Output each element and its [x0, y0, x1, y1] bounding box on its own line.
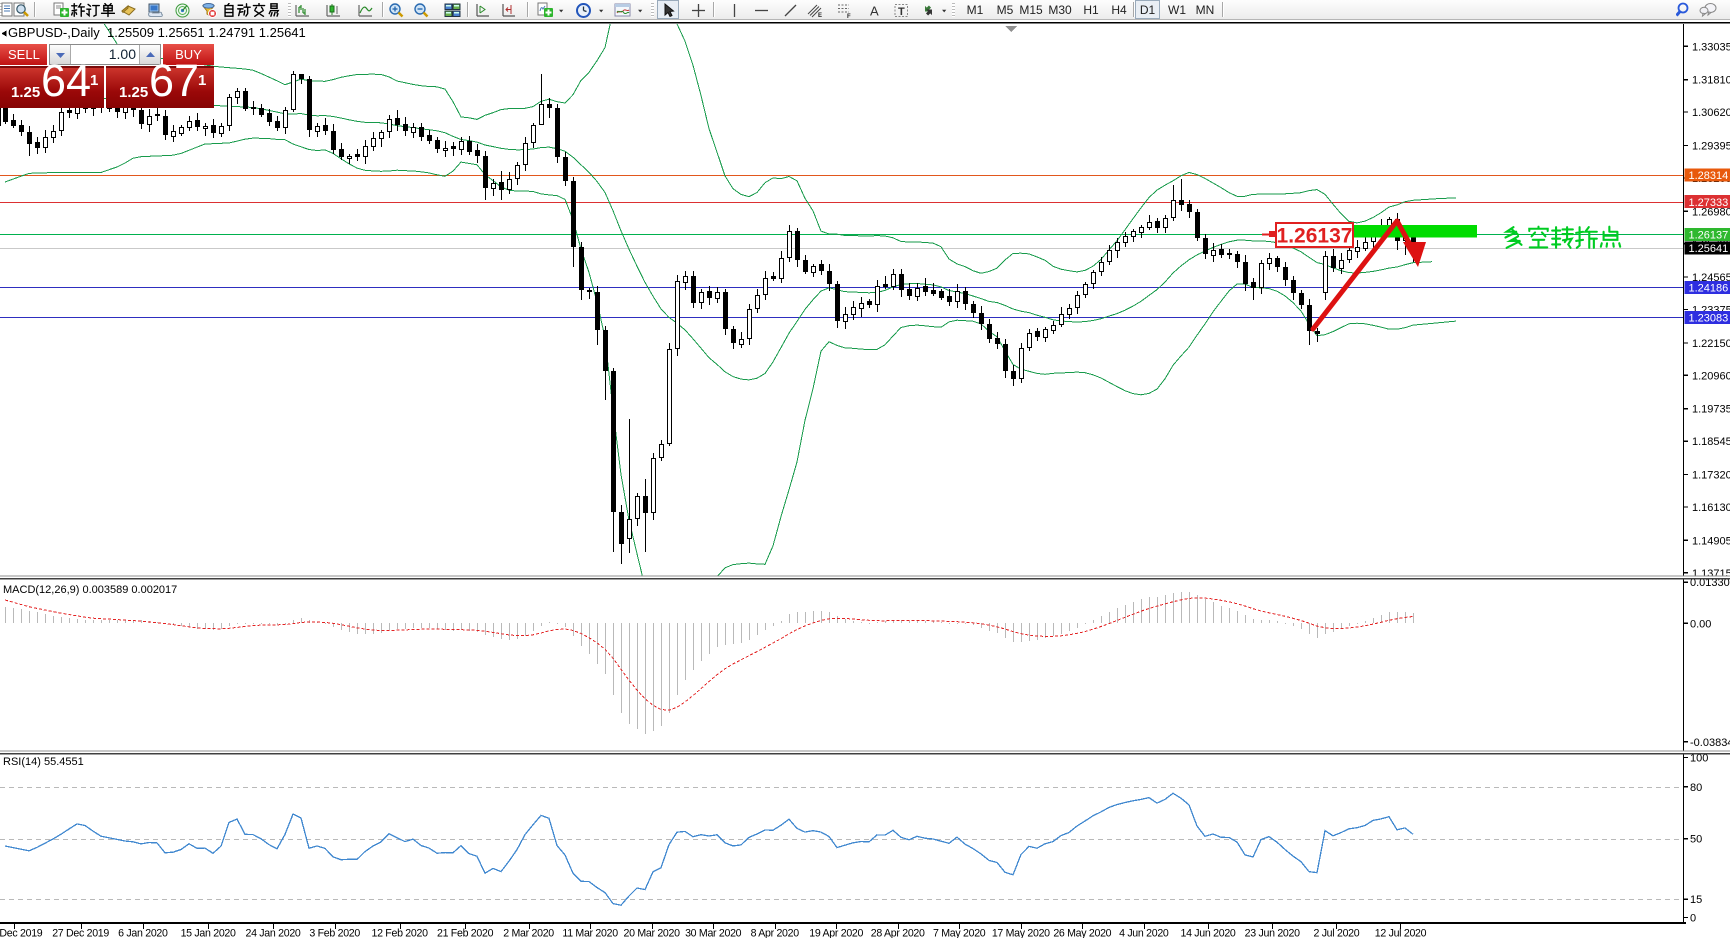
svg-text:1.27333: 1.27333: [1689, 197, 1729, 209]
svg-text:T: T: [898, 6, 905, 18]
svg-text:F: F: [847, 14, 851, 19]
svg-text:12 Jul 2020: 12 Jul 2020: [1375, 928, 1427, 938]
svg-text:1.25641: 1.25641: [1689, 243, 1729, 255]
svg-text:RSI(14) 55.4551: RSI(14) 55.4551: [3, 756, 84, 768]
svg-text:1.26137: 1.26137: [1277, 225, 1353, 248]
svg-text:1.24186: 1.24186: [1689, 283, 1729, 295]
svg-text:1.26137: 1.26137: [1689, 230, 1729, 242]
svg-text:6 Jan 2020: 6 Jan 2020: [118, 928, 168, 938]
svg-text:A: A: [870, 4, 879, 19]
svg-text:18 Dec 2019: 18 Dec 2019: [0, 928, 43, 938]
svg-text:1.19735: 1.19735: [1692, 404, 1730, 416]
svg-text:20 Mar 2020: 20 Mar 2020: [624, 928, 681, 938]
svg-text:24 Jan 2020: 24 Jan 2020: [245, 928, 300, 938]
svg-text:21 Feb 2020: 21 Feb 2020: [437, 928, 494, 938]
svg-text:1.16130: 1.16130: [1692, 502, 1730, 514]
svg-text:1.22150: 1.22150: [1692, 338, 1730, 350]
svg-text:MACD(12,26,9) 0.003589 0.00201: MACD(12,26,9) 0.003589 0.002017: [3, 584, 177, 596]
svg-text:1.23083: 1.23083: [1689, 313, 1729, 325]
svg-text:2 Mar 2020: 2 Mar 2020: [503, 928, 554, 938]
svg-text:12 Feb 2020: 12 Feb 2020: [371, 928, 428, 938]
svg-text:GBPUSD-,Daily 1.25509 1.25651: GBPUSD-,Daily 1.25509 1.25651 1.24791 1.…: [8, 25, 306, 40]
svg-text:30 Mar 2020: 30 Mar 2020: [685, 928, 742, 938]
svg-text:23 Jun 2020: 23 Jun 2020: [1245, 928, 1300, 938]
svg-text:100: 100: [1690, 753, 1708, 765]
svg-text:19 Apr 2020: 19 Apr 2020: [809, 928, 863, 938]
svg-text:E: E: [818, 13, 822, 19]
svg-text:1.17320: 1.17320: [1692, 470, 1730, 482]
svg-text:11 Mar 2020: 11 Mar 2020: [562, 928, 618, 938]
svg-text:1.28314: 1.28314: [1689, 170, 1729, 182]
svg-text:1.29395: 1.29395: [1692, 141, 1730, 153]
svg-text:1.33035: 1.33035: [1692, 41, 1730, 53]
svg-text:1.31810: 1.31810: [1692, 75, 1730, 87]
svg-text:27 Dec 2019: 27 Dec 2019: [52, 928, 109, 938]
svg-text:0.00: 0.00: [1690, 618, 1711, 630]
svg-text:1.18545: 1.18545: [1692, 436, 1730, 448]
svg-text:7 May 2020: 7 May 2020: [933, 928, 986, 938]
svg-text:2 Jul 2020: 2 Jul 2020: [1313, 928, 1359, 938]
svg-text:15: 15: [1690, 894, 1702, 906]
svg-text:26 May 2020: 26 May 2020: [1053, 928, 1111, 938]
svg-text:0: 0: [1690, 913, 1696, 925]
svg-text:3 Feb 2020: 3 Feb 2020: [309, 928, 360, 938]
svg-text:-0.038343: -0.038343: [1690, 737, 1730, 749]
svg-text:0.013301: 0.013301: [1690, 577, 1730, 589]
svg-text:1.14905: 1.14905: [1692, 535, 1730, 547]
svg-text:1.20960: 1.20960: [1692, 370, 1730, 382]
svg-text:15 Jan 2020: 15 Jan 2020: [181, 928, 236, 938]
svg-text:50: 50: [1690, 834, 1702, 846]
svg-text:1.26980: 1.26980: [1692, 206, 1730, 218]
svg-text:80: 80: [1690, 782, 1702, 794]
svg-text:1.30620: 1.30620: [1692, 107, 1730, 119]
svg-text:8 Apr 2020: 8 Apr 2020: [751, 928, 800, 938]
svg-text:28 Apr 2020: 28 Apr 2020: [871, 928, 925, 938]
svg-text:14 Jun 2020: 14 Jun 2020: [1180, 928, 1235, 938]
svg-text:4 Jun 2020: 4 Jun 2020: [1119, 928, 1169, 938]
svg-text:17 May 2020: 17 May 2020: [992, 928, 1050, 938]
